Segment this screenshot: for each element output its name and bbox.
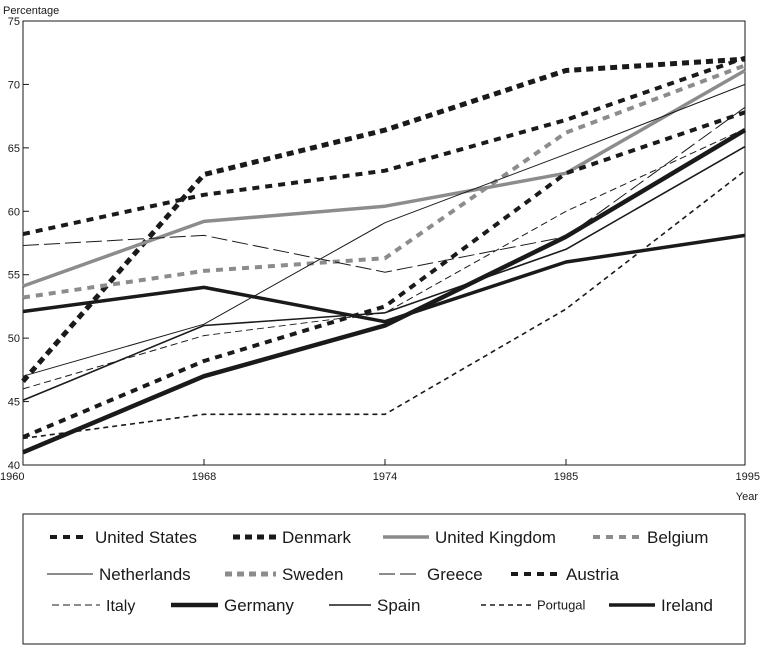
legend: United States Denmark United Kingdom Belgiu… [47,528,713,615]
legend-label: Portugal [537,598,586,613]
legend-label: Ireland [661,596,713,615]
legend-label: Greece [427,565,483,584]
x-axis: 1960 1968 1974 1985 1995 [0,459,760,483]
series-line-austria [23,112,745,437]
legend-label: Netherlands [99,565,191,584]
y-tick-label: 50 [8,333,20,345]
series-line-spain [23,147,745,401]
x-axis-title: Year [736,491,759,503]
series-line-italy [23,129,745,389]
plot-frame [23,21,745,465]
x-tick-label: 1968 [192,471,216,483]
legend-label: Italy [106,598,135,615]
y-tick-label: 75 [8,16,20,28]
legend-label: Spain [377,596,420,615]
x-tick-label: 1995 [736,471,760,483]
series-line-united-kingdom [23,71,745,287]
legend-label: United Kingdom [435,528,556,547]
series-lines [23,58,745,453]
legend-label: Germany [224,596,294,615]
y-tick-label: 70 [8,79,20,91]
series-line-belgium [23,65,745,297]
series-line-germany [23,130,745,452]
y-tick-label: 55 [8,270,20,282]
legend-label: Belgium [647,528,708,547]
y-tick-label: 45 [8,397,20,409]
x-tick-label: 1974 [373,471,397,483]
x-tick-label: 1985 [554,471,578,483]
legend-label: United States [95,528,197,547]
x-tick-label: 1960 [0,471,24,483]
y-tick-label: 60 [8,206,20,218]
y-tick-label: 65 [8,143,20,155]
series-line-denmark [23,59,745,381]
legend-label: Denmark [282,528,351,547]
legend-label: Sweden [282,565,343,584]
legend-label: Austria [566,565,619,584]
